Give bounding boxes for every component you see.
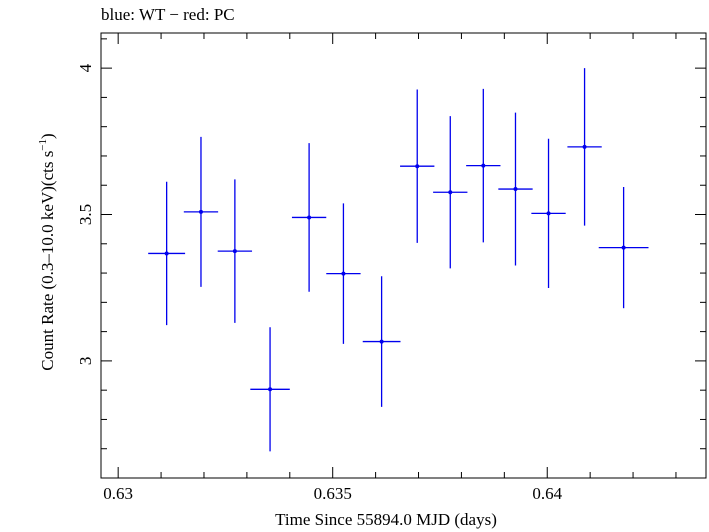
data-point [598,186,649,309]
y-axis-label-close: ) [38,133,57,139]
data-point [250,327,290,452]
data-point-marker [307,215,312,220]
x-tick-label: 0.64 [532,484,562,503]
data-point [498,112,533,266]
data-point-marker [546,211,551,216]
data-point-marker [268,387,273,392]
data-point-marker [379,339,384,344]
data-point [326,203,361,344]
axis-ticks: 0.63 0.635 0.64 3 3.5 4 [76,33,706,503]
chart-title: blue: WT − red: PC [101,5,235,24]
data-point-marker [513,187,518,192]
data-point-marker [415,164,420,169]
data-points [148,68,649,452]
y-axis-label: Count Rate (0.3–10.0 keV)(cts s−1) [37,133,57,370]
x-axis-label: Time Since 55894.0 MJD (days) [275,510,497,529]
data-point-marker [341,271,346,276]
data-point [400,89,435,243]
plot-frame-rect [100,32,707,479]
y-tick-label: 3.5 [76,204,95,225]
data-point [466,88,501,243]
data-point [291,143,327,292]
data-point [217,179,253,323]
data-point-marker [481,163,486,168]
y-tick-label: 4 [76,63,95,72]
data-point-marker [621,245,626,250]
x-tick-label: 0.63 [103,484,133,503]
data-point-marker [164,251,169,256]
data-point-marker [582,144,587,149]
plot-frame [100,32,707,479]
data-point-marker [232,249,237,254]
data-point [362,276,401,407]
x-tick-label: 0.635 [314,484,352,503]
data-point-marker [448,190,453,195]
y-tick-label: 3 [76,357,95,366]
data-point [567,68,602,226]
y-axis-label-superscript: −1 [37,139,49,151]
y-axis-label-main: Count Rate (0.3–10.0 keV)(cts s [38,151,57,371]
data-point [183,136,219,287]
data-point [531,138,566,288]
data-point [148,181,186,326]
data-point-marker [198,209,203,214]
data-point [433,116,468,269]
